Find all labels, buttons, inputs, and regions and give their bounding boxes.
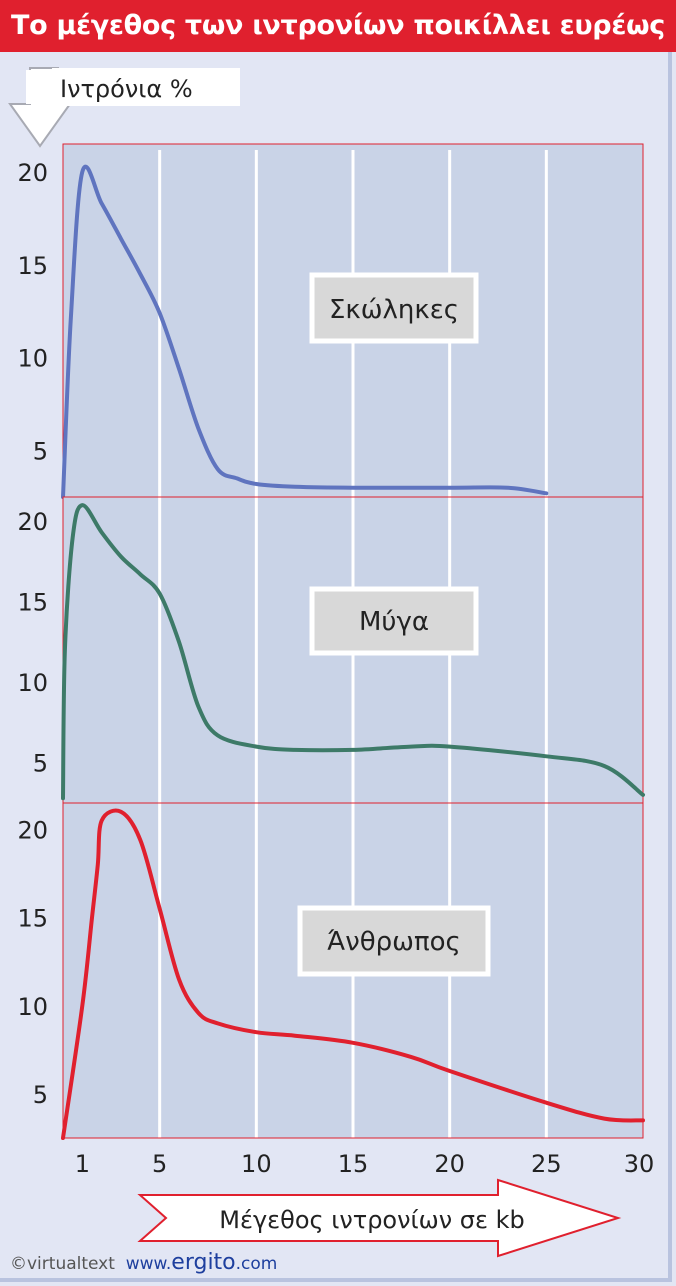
y-axis-title: Ιντρόνια % xyxy=(60,75,193,103)
x-tick-label: 1 xyxy=(75,1150,90,1178)
y-tick-label: 20 xyxy=(17,816,48,844)
series-label: Άνθρωπος xyxy=(327,927,461,957)
series-line xyxy=(61,808,645,1140)
x-tick-label: 30 xyxy=(624,1150,655,1178)
series-label-box xyxy=(309,586,479,656)
right-arrow-icon xyxy=(137,1178,622,1258)
series-label-box xyxy=(309,272,479,344)
y-tick-label: 10 xyxy=(17,993,48,1021)
x-axis-ticks: 1 5 10 15 20 25 30 xyxy=(75,1150,655,1178)
footer-brand: ergito xyxy=(171,1250,236,1275)
footer-credit: ©virtualtext www.ergito.com xyxy=(10,1250,277,1275)
x-tick-label: 25 xyxy=(531,1150,562,1178)
series-label: Σκώληκες xyxy=(329,295,459,325)
panel-border xyxy=(62,802,644,1139)
copyright-text: ©virtualtext xyxy=(10,1254,115,1274)
footer-domain: .com xyxy=(235,1254,278,1274)
y-tick-label: 20 xyxy=(17,159,48,187)
chart-panels: 5 10 15 20 Σκώληκες 5 10 15 20 Μύγα 5 10 15 20 Άνθρωπο… xyxy=(17,143,645,1140)
y-tick-label: 5 xyxy=(33,750,48,778)
x-tick-label: 5 xyxy=(152,1150,167,1178)
y-tick-label: 10 xyxy=(17,669,48,697)
series-line xyxy=(61,503,645,801)
y-axis-title-box xyxy=(52,68,240,106)
y-tick-label: 5 xyxy=(33,1081,48,1109)
series-label: Μύγα xyxy=(359,607,429,637)
y-tick-label: 15 xyxy=(17,589,48,617)
y-tick-label: 10 xyxy=(17,345,48,373)
x-tick-label: 10 xyxy=(241,1150,272,1178)
panel-1: 5 10 15 20 Σκώληκες xyxy=(17,143,644,499)
panel-2: 5 10 15 20 Μύγα xyxy=(17,496,645,804)
panel-3: 5 10 15 20 Άνθρωπος xyxy=(17,802,645,1140)
footer-www: www. xyxy=(125,1254,172,1274)
series-line xyxy=(61,164,549,499)
y-axis-title-callout: Ιντρόνια % xyxy=(8,67,240,148)
y-tick-label: 5 xyxy=(33,438,48,466)
series-label-box xyxy=(297,905,491,977)
chart-title: Το μέγεθος των ιντρονίων ποικίλλει ευρέω… xyxy=(0,0,676,52)
x-tick-label: 15 xyxy=(338,1150,369,1178)
y-tick-label: 20 xyxy=(17,508,48,536)
x-axis-title-callout: Μέγεθος ιντρονίων σε kb xyxy=(137,1178,622,1258)
y-tick-label: 15 xyxy=(17,905,48,933)
y-tick-label: 15 xyxy=(17,252,48,280)
x-axis-title: Μέγεθος ιντρονίων σε kb xyxy=(219,1206,524,1234)
x-tick-label: 20 xyxy=(434,1150,465,1178)
